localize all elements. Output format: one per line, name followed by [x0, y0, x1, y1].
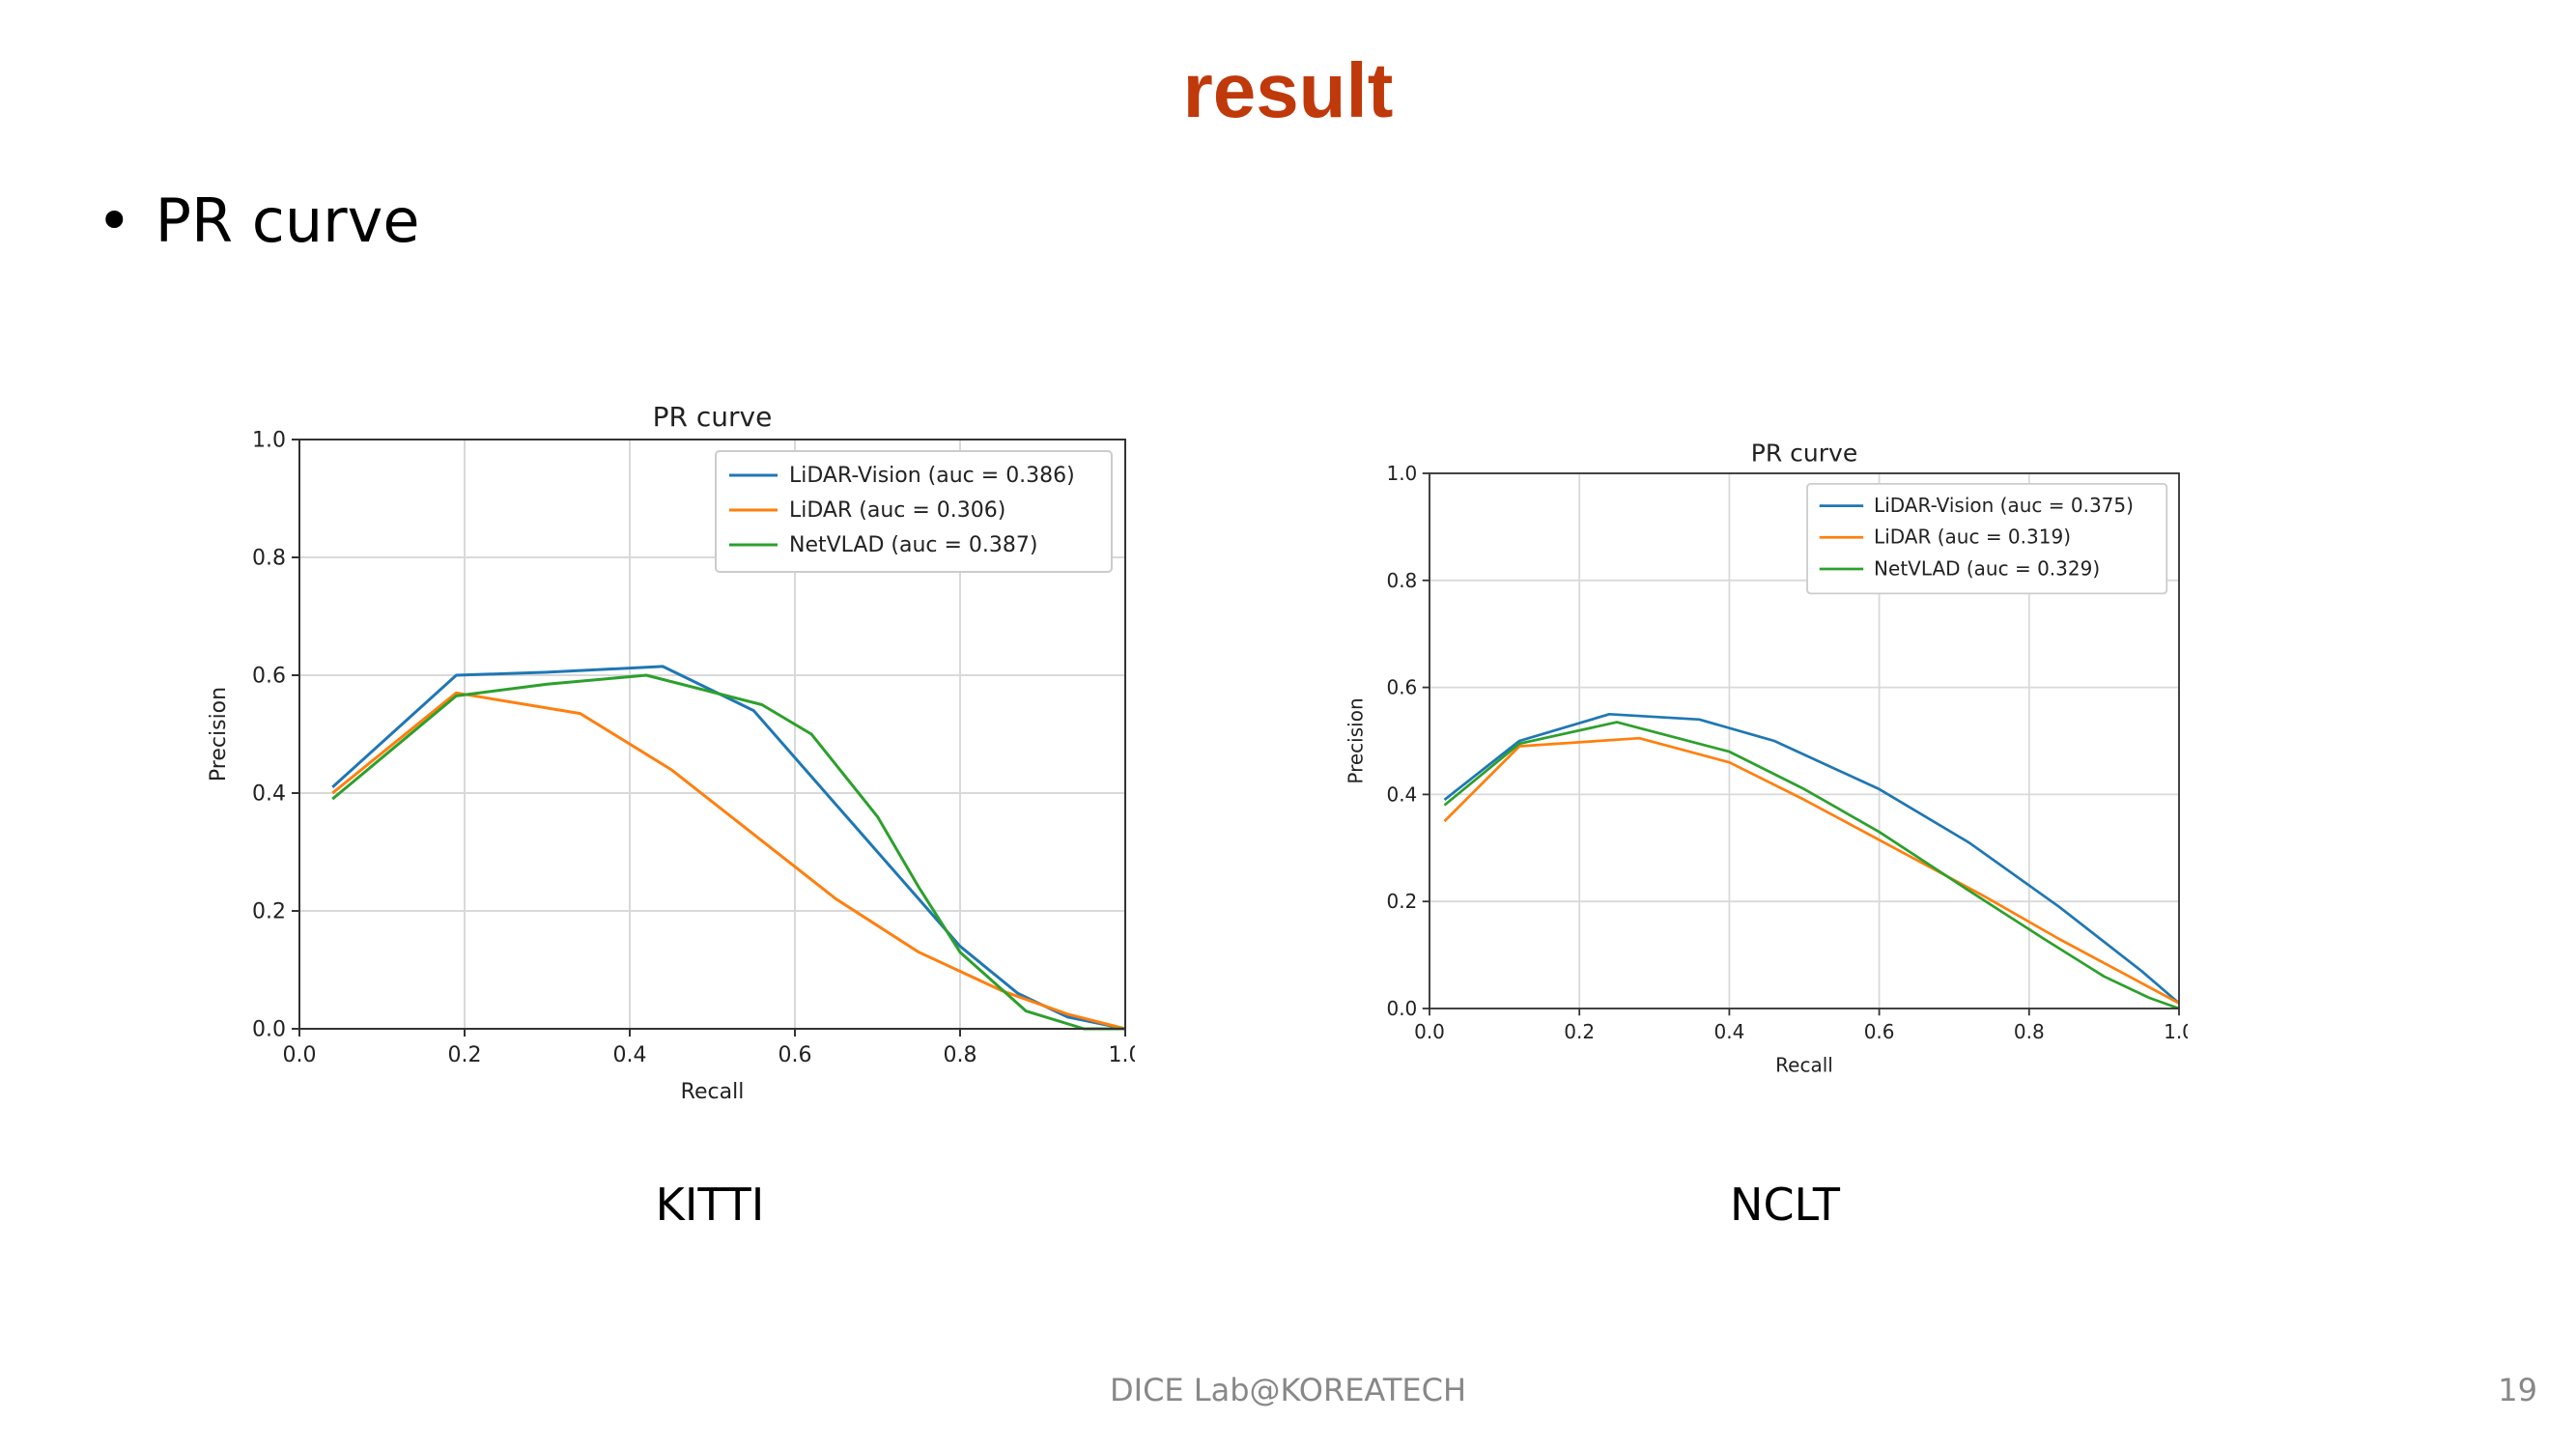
legend: LiDAR-Vision (auc = 0.386) LiDAR (auc = 0… — [715, 450, 1113, 573]
legend: LiDAR-Vision (auc = 0.375) LiDAR (auc = 0… — [1806, 482, 2168, 595]
x-axis-label: Recall — [1775, 1053, 1833, 1076]
legend-label: LiDAR (auc = 0.319) — [1874, 526, 2071, 549]
y-tick-label: 0.0 — [1386, 997, 1417, 1020]
y-axis-label: Precision — [1344, 697, 1367, 783]
x-tick-label: 0.0 — [283, 1043, 317, 1067]
chart-svg: 0.0 0.2 0.4 0.6 0.8 1.0 0.0 0.2 0.4 0.6 0.8 1.0 PR c… — [1344, 439, 2194, 1076]
chart-title: PR curve — [1751, 439, 1857, 467]
chart-title: PR curve — [653, 401, 773, 433]
series-line-1 — [331, 691, 1126, 1031]
bullet-text: PR curve — [155, 185, 420, 256]
y-tick-label: 0.0 — [252, 1018, 286, 1042]
legend-label: LiDAR (auc = 0.306) — [789, 498, 1005, 523]
x-tick-label: 0.8 — [2014, 1020, 2045, 1043]
x-tick-label: 0.4 — [1713, 1020, 1744, 1043]
series-line-1 — [1443, 736, 2180, 1005]
legend-label: NetVLAD (auc = 0.329) — [1874, 556, 2100, 580]
x-tick-label: 0.6 — [1864, 1020, 1895, 1043]
x-tick-label: 1.0 — [1109, 1043, 1136, 1067]
y-tick-label: 1.0 — [252, 429, 286, 453]
x-tick-label: 0.6 — [778, 1043, 812, 1067]
plot-frame — [298, 439, 1126, 1030]
y-tick-label: 0.2 — [252, 900, 286, 924]
legend-label: LiDAR-Vision (auc = 0.386) — [789, 464, 1075, 488]
y-tick-label: 0.2 — [1386, 890, 1417, 913]
x-tick-label: 0.4 — [613, 1043, 647, 1067]
caption-nclt: NCLT — [1730, 1179, 1840, 1231]
nclt-pr-chart: 0.0 0.2 0.4 0.6 0.8 1.0 0.0 0.2 0.4 0.6 0.8 1.0 PR c… — [1338, 425, 2194, 1092]
x-axis-label: Recall — [681, 1080, 745, 1104]
plot-frame — [1429, 472, 2180, 1009]
x-tick-label: 0.2 — [1564, 1020, 1595, 1043]
x-tick-label: 0.0 — [1414, 1020, 1445, 1043]
legend-box — [715, 450, 1113, 573]
slide-title: result — [1182, 47, 1394, 133]
legend-label: NetVLAD (auc = 0.387) — [789, 533, 1038, 557]
footer-text: DICE Lab@KOREATECH — [1109, 1372, 1466, 1408]
bullet-item: • PR curve — [97, 185, 419, 256]
kitti-pr-chart: 0.0 0.2 0.4 0.6 0.8 1.0 0.0 0.2 0.4 0.6 0.8 1.0 PR c… — [198, 386, 1143, 1121]
legend-box — [1806, 482, 2168, 595]
series-line-0 — [1443, 712, 2180, 1005]
legend-label: LiDAR-Vision (auc = 0.375) — [1874, 494, 2134, 517]
x-tick-label: 0.8 — [944, 1043, 977, 1067]
x-tick-label: 0.2 — [448, 1043, 482, 1067]
series-line-0 — [331, 665, 1126, 1031]
y-tick-label: 1.0 — [1386, 462, 1417, 485]
x-tick-label: 1.0 — [2164, 1020, 2188, 1043]
series-line-2 — [1443, 721, 2180, 1010]
y-axis-label: Precision — [207, 687, 231, 781]
bullet-icon: • — [97, 185, 132, 256]
series-line-2 — [331, 673, 1125, 1031]
y-tick-label: 0.8 — [1386, 569, 1417, 592]
y-tick-label: 0.6 — [252, 665, 286, 689]
chart-svg: 0.0 0.2 0.4 0.6 0.8 1.0 0.0 0.2 0.4 0.6 0.8 1.0 PR c… — [207, 401, 1143, 1104]
y-tick-label: 0.8 — [252, 547, 286, 571]
y-tick-label: 0.6 — [1386, 676, 1417, 699]
page-number: 19 — [2498, 1372, 2537, 1408]
y-tick-label: 0.4 — [1386, 782, 1417, 806]
y-tick-label: 0.4 — [252, 782, 286, 807]
caption-kitti: KITTI — [655, 1179, 765, 1231]
